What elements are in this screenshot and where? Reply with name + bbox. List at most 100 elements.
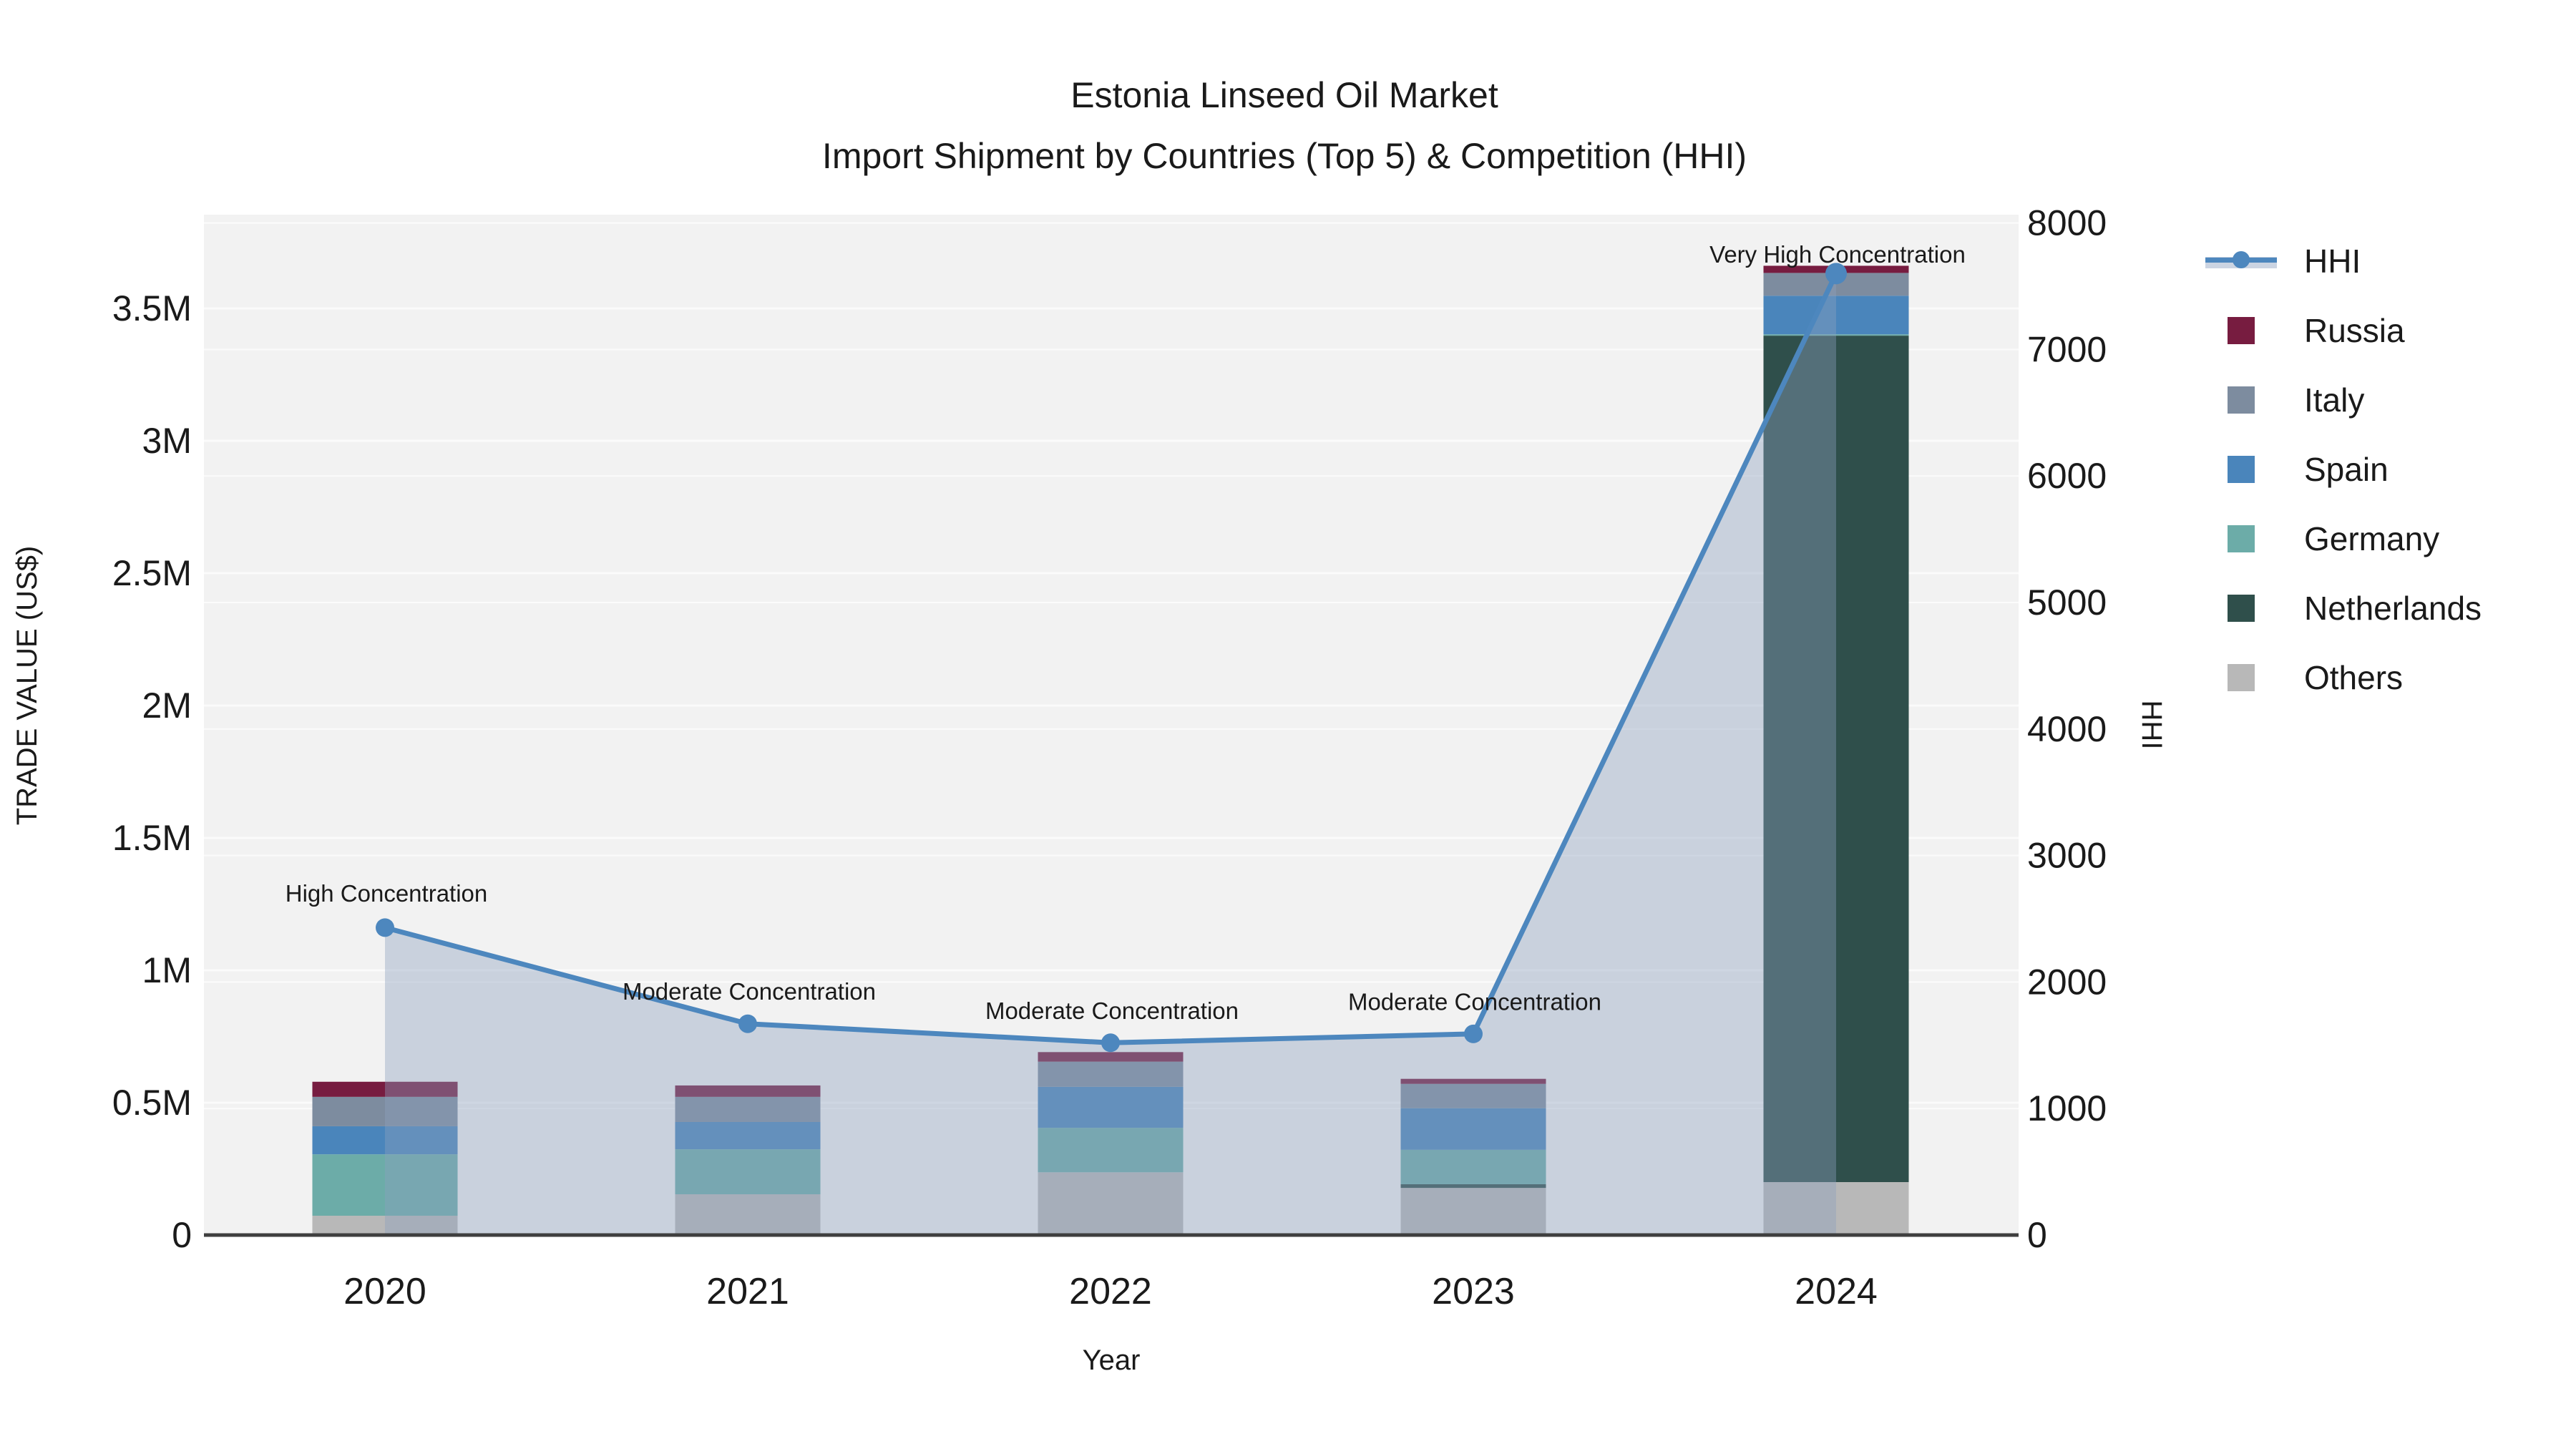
- y-right-tick-0: 0: [2027, 1215, 2047, 1255]
- legend-square-icon: [2228, 663, 2255, 691]
- legend-square-icon: [2228, 594, 2255, 622]
- legend-item-spain[interactable]: Spain: [2204, 434, 2482, 504]
- bar-segment-others-2023[interactable]: [1400, 1188, 1546, 1235]
- annotation-2021: Moderate Concentration: [623, 978, 876, 1005]
- bar-segment-germany-2020[interactable]: [312, 1154, 458, 1216]
- x-tick-2023: 2023: [1432, 1271, 1515, 1312]
- hhi-marker-2021[interactable]: [738, 1014, 757, 1033]
- x-axis-ticks: 2020 2021 2022 2023 2024: [343, 1271, 1878, 1312]
- bar-segment-germany-2024[interactable]: [1763, 334, 1909, 336]
- annotation-2024: Very High Concentration: [1709, 241, 1966, 268]
- x-axis-title: Year: [1083, 1345, 1141, 1376]
- bar-segment-russia-2020[interactable]: [312, 1081, 458, 1097]
- legend-swatch-netherlands: [2204, 594, 2284, 622]
- bar-segment-italy-2022[interactable]: [1038, 1061, 1184, 1087]
- bar-segment-spain-2022[interactable]: [1038, 1086, 1184, 1128]
- legend-square-icon: [2228, 455, 2255, 483]
- hhi-marker-2022[interactable]: [1101, 1033, 1120, 1053]
- legend-swatch-others: [2204, 663, 2284, 691]
- y-right-tick-6: 6000: [2027, 456, 2107, 496]
- y-left-tick-1: 0.5M: [112, 1083, 192, 1123]
- x-tick-2024: 2024: [1795, 1271, 1878, 1312]
- legend-swatch-russia: [2204, 316, 2284, 344]
- y-left-tick-2: 1M: [142, 950, 192, 990]
- annotation-2022: Moderate Concentration: [985, 997, 1239, 1024]
- bar-segment-spain-2024[interactable]: [1763, 296, 1909, 335]
- y-right-tick-7: 7000: [2027, 329, 2107, 369]
- legend-label-hhi: HHI: [2304, 242, 2361, 280]
- y-axis-left-title: TRADE VALUE (US$): [11, 546, 43, 825]
- legend: HHI Russia Italy Spain Germany Netherlands Oth…: [2204, 226, 2482, 712]
- legend-square-icon: [2228, 386, 2255, 414]
- y-left-tick-7: 3.5M: [112, 288, 192, 328]
- y-left-tick-4: 2M: [142, 686, 192, 726]
- legend-item-germany[interactable]: Germany: [2204, 504, 2482, 573]
- bar-segment-germany-2022[interactable]: [1038, 1128, 1184, 1173]
- bar-segment-italy-2021[interactable]: [675, 1096, 821, 1123]
- bar-segment-spain-2020[interactable]: [312, 1126, 458, 1155]
- legend-swatch-italy: [2204, 386, 2284, 414]
- y-left-tick-6: 3M: [142, 421, 192, 461]
- annotation-2020: High Concentration: [286, 880, 488, 907]
- bar-segment-spain-2021[interactable]: [675, 1122, 821, 1150]
- y-right-tick-4: 4000: [2027, 709, 2107, 749]
- y-axis-right-ticks: 0 1000 2000 3000 4000 5000 6000 7000 8000: [2027, 203, 2107, 1255]
- bar-segment-russia-2022[interactable]: [1038, 1052, 1184, 1062]
- legend-label-russia: Russia: [2304, 311, 2405, 349]
- x-tick-2022: 2022: [1069, 1271, 1152, 1312]
- bar-segment-italy-2023[interactable]: [1400, 1083, 1546, 1108]
- legend-label-netherlands: Netherlands: [2304, 589, 2482, 627]
- y-right-tick-3: 3000: [2027, 836, 2107, 876]
- y-right-tick-1: 1000: [2027, 1088, 2107, 1128]
- chart-title-line1: Estonia Linseed Oil Market: [1070, 75, 1498, 115]
- x-tick-2020: 2020: [343, 1271, 426, 1312]
- bar-segment-russia-2021[interactable]: [675, 1085, 821, 1097]
- y-right-tick-5: 5000: [2027, 582, 2107, 623]
- y-left-tick-5: 2.5M: [112, 553, 192, 593]
- hhi-line-sample-icon: [2205, 250, 2277, 272]
- legend-item-hhi[interactable]: HHI: [2204, 226, 2482, 296]
- y-axis-right-title: HHI: [2136, 701, 2167, 750]
- bar-segment-netherlands-2023[interactable]: [1400, 1184, 1546, 1189]
- legend-swatch-spain: [2204, 455, 2284, 483]
- y-left-tick-0: 0: [172, 1215, 192, 1255]
- bar-segment-others-2021[interactable]: [675, 1194, 821, 1235]
- bar-segment-germany-2021[interactable]: [675, 1149, 821, 1195]
- hhi-marker-2024[interactable]: [1825, 263, 1847, 285]
- y-right-tick-2: 2000: [2027, 962, 2107, 1002]
- bar-segment-others-2020[interactable]: [312, 1215, 458, 1235]
- bar-segment-spain-2023[interactable]: [1400, 1108, 1546, 1150]
- bar-segment-others-2024[interactable]: [1763, 1182, 1909, 1235]
- y-left-tick-3: 1.5M: [112, 818, 192, 858]
- bar-segment-netherlands-2024[interactable]: [1763, 336, 1909, 1182]
- legend-label-italy: Italy: [2304, 381, 2365, 419]
- y-axis-left-ticks: 0 0.5M 1M 1.5M 2M 2.5M 3M 3.5M: [112, 288, 192, 1255]
- bar-stacks: [312, 265, 1909, 1235]
- legend-square-icon: [2228, 316, 2255, 344]
- legend-label-spain: Spain: [2304, 450, 2389, 488]
- legend-swatch-hhi: [2204, 250, 2284, 272]
- bar-segment-germany-2023[interactable]: [1400, 1149, 1546, 1184]
- legend-item-others[interactable]: Others: [2204, 643, 2482, 712]
- annotation-2023: Moderate Concentration: [1348, 988, 1601, 1015]
- hhi-markers: [376, 263, 1847, 1053]
- legend-item-italy[interactable]: Italy: [2204, 365, 2482, 434]
- legend-label-germany: Germany: [2304, 519, 2440, 557]
- legend-square-icon: [2228, 525, 2255, 552]
- legend-item-netherlands[interactable]: Netherlands: [2204, 573, 2482, 643]
- legend-label-others: Others: [2304, 658, 2404, 696]
- y-right-tick-8: 8000: [2027, 203, 2107, 243]
- x-tick-2021: 2021: [706, 1271, 789, 1312]
- bar-segment-others-2022[interactable]: [1038, 1172, 1184, 1235]
- legend-swatch-germany: [2204, 525, 2284, 552]
- hhi-marker-2023[interactable]: [1464, 1024, 1483, 1043]
- chart-title-line2: Import Shipment by Countries (Top 5) & C…: [822, 136, 1747, 176]
- bar-segment-russia-2023[interactable]: [1400, 1078, 1546, 1084]
- annotations: High Concentration Moderate Concentration…: [286, 241, 1966, 1024]
- hhi-marker-2020[interactable]: [376, 918, 394, 937]
- legend-item-russia[interactable]: Russia: [2204, 296, 2482, 365]
- hhi-area-fill: [385, 273, 1836, 1235]
- bar-segment-italy-2020[interactable]: [312, 1096, 458, 1126]
